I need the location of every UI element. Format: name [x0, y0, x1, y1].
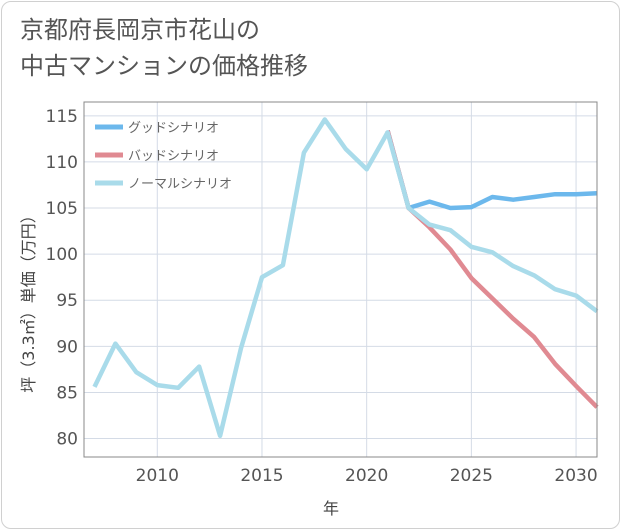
x-tick-2030: 2030	[554, 466, 597, 486]
y-tick-80: 80	[56, 430, 78, 450]
y-tick-labels: 80 85 90 95 100 105 110 115	[46, 107, 78, 450]
y-tick-90: 90	[56, 337, 78, 357]
title-line-1: 京都府長岡京市花山の	[20, 16, 260, 44]
plot-border	[83, 101, 598, 458]
legend-label-good: グッドシナリオ	[128, 121, 219, 136]
x-tick-2025: 2025	[450, 466, 493, 486]
y-tick-105: 105	[46, 199, 78, 219]
x-axis-label: 年	[323, 499, 339, 518]
y-tick-115: 115	[46, 107, 78, 127]
x-tick-2020: 2020	[345, 466, 388, 486]
y-tick-85: 85	[56, 383, 78, 403]
y-tick-110: 110	[46, 153, 78, 173]
plot-background	[84, 102, 597, 457]
legend-label-normal: ノーマルシナリオ	[128, 177, 232, 192]
legend-label-bad: バッドシナリオ	[128, 149, 219, 164]
y-tick-95: 95	[56, 291, 78, 311]
series-line-normal	[92, 117, 599, 439]
series-lines	[92, 117, 599, 439]
x-tick-2015: 2015	[240, 466, 283, 486]
chart-title: 京都府長岡京市花山の 中古マンションの価格推移	[20, 12, 308, 84]
x-tick-2010: 2010	[136, 466, 179, 486]
series-line-good	[385, 130, 598, 211]
x-tick-labels: 2010 2015 2020 2025 2030	[136, 466, 598, 486]
y-tick-100: 100	[46, 245, 78, 265]
y-axis-label: 坪（3.3㎡）単価（万円）	[19, 207, 38, 392]
title-line-2: 中古マンションの価格推移	[20, 52, 308, 80]
horizontal-gridlines	[84, 115, 597, 440]
